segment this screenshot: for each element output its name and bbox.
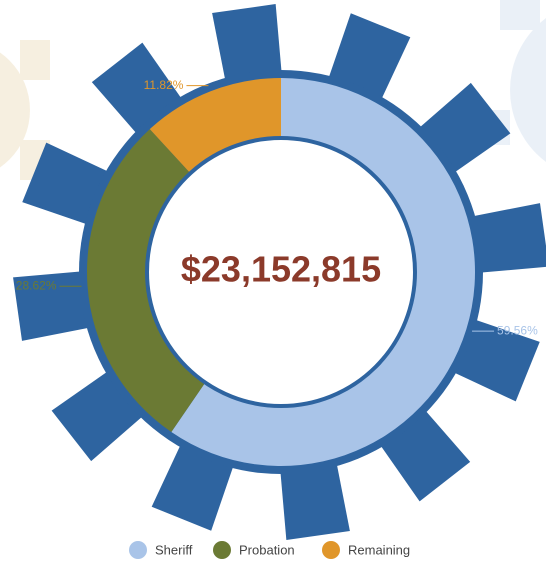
donut-slice [149,78,281,174]
center-total: $23,152,815 [181,249,381,290]
donut [87,78,476,466]
legend-label: Probation [239,542,295,557]
donut-slice [171,78,476,466]
legend: Sheriff Probation Remaining [129,541,410,559]
legend-swatch [129,541,147,559]
legend-swatch [213,541,231,559]
value-label: 28.62% [16,278,57,292]
value-labels: 59.56% 28.62% 11.82% [16,78,538,338]
value-label: 59.56% [497,323,538,337]
legend-label: Sheriff [155,542,193,557]
inner-ring [145,136,417,408]
legend-label: Remaining [348,542,410,557]
value-label: 11.82% [144,78,184,92]
legend-swatch [322,541,340,559]
